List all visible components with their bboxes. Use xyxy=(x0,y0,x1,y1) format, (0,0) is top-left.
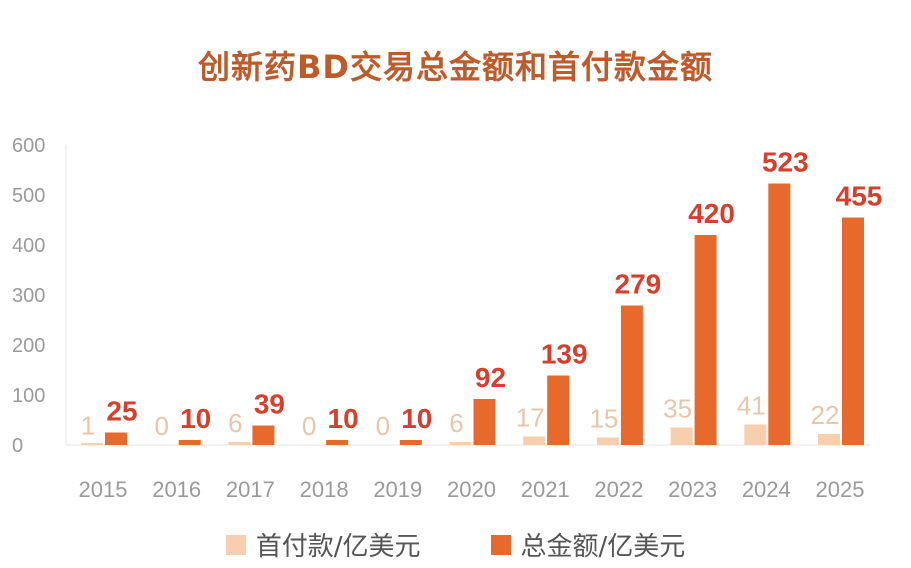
data-label-upfront: 0 xyxy=(154,411,168,441)
bar-upfront xyxy=(596,437,619,445)
x-tick-label: 2024 xyxy=(742,477,791,502)
x-tick-label: 2020 xyxy=(447,477,496,502)
legend-swatch-upfront xyxy=(225,534,246,555)
bar-total xyxy=(105,432,127,445)
data-label-upfront: 17 xyxy=(516,403,545,433)
data-label-upfront: 6 xyxy=(228,408,242,438)
y-tick-label: 100 xyxy=(12,385,45,407)
y-tick-label: 400 xyxy=(12,235,45,257)
data-label-upfront: 15 xyxy=(589,404,618,434)
legend-swatch-total xyxy=(490,534,511,555)
bar-upfront xyxy=(81,443,103,445)
x-tick-label: 2015 xyxy=(79,477,128,502)
y-tick-label: 0 xyxy=(12,435,23,457)
bar-total xyxy=(473,399,496,445)
data-label-upfront: 35 xyxy=(663,394,692,424)
chart-title: 创新药BD交易总金额和首付款金额 xyxy=(190,42,721,88)
bar-total xyxy=(326,440,349,445)
bar-upfront xyxy=(228,442,251,445)
data-label-total: 523 xyxy=(762,147,809,178)
data-label-upfront: 22 xyxy=(811,400,840,430)
bar-total xyxy=(252,425,275,445)
data-label-total: 25 xyxy=(106,396,137,427)
x-tick-label: 2021 xyxy=(521,477,570,502)
x-tick-label: 2019 xyxy=(373,477,422,502)
data-label-total: 455 xyxy=(836,181,883,212)
y-tick-label: 600 xyxy=(12,135,45,157)
bar-total xyxy=(399,440,422,445)
x-tick-label: 2018 xyxy=(300,477,349,502)
x-tick-label: 2025 xyxy=(816,477,865,502)
data-label-total: 92 xyxy=(475,362,506,393)
data-label-total: 10 xyxy=(328,403,359,434)
bar-upfront xyxy=(744,424,767,445)
bar-total xyxy=(178,440,201,445)
legend-label-upfront: 首付款/亿美元 xyxy=(255,532,421,562)
data-label-total: 10 xyxy=(180,403,211,434)
legend: 首付款/亿美元 总金额/亿美元 xyxy=(0,526,911,563)
bar-layer xyxy=(81,183,864,445)
bar-upfront xyxy=(818,434,840,445)
y-tick-label: 300 xyxy=(12,285,45,307)
data-label-upfront: 0 xyxy=(376,411,390,441)
x-tick-label: 2023 xyxy=(668,477,717,502)
bar-total xyxy=(620,305,643,445)
x-tick-label: 2017 xyxy=(226,477,275,502)
bar-upfront xyxy=(670,427,693,445)
data-label-total: 139 xyxy=(541,339,588,370)
bar-total xyxy=(694,235,717,445)
bar-upfront xyxy=(449,442,472,445)
data-label-total: 10 xyxy=(401,403,432,434)
data-label-upfront: 41 xyxy=(737,391,766,421)
y-tick-label: 500 xyxy=(12,185,45,207)
data-label-total: 279 xyxy=(615,269,662,300)
legend-label-total: 总金额/亿美元 xyxy=(520,532,686,562)
legend-item-total: 总金额/亿美元 xyxy=(490,526,686,563)
data-label-upfront: 6 xyxy=(449,408,463,438)
x-tick-label: 2022 xyxy=(594,477,643,502)
data-label-upfront: 1 xyxy=(81,411,95,441)
y-tick-label: 200 xyxy=(12,335,45,357)
legend-item-upfront: 首付款/亿美元 xyxy=(225,526,421,563)
bar-total xyxy=(547,375,570,445)
label-layer: 1 25 0 10 6 39 0 10 0 10 6 92 17 139 15 279 35 420 41 523 22… xyxy=(81,147,883,442)
x-tick-label: 2016 xyxy=(152,477,201,502)
data-label-total: 39 xyxy=(254,389,285,420)
bar-total xyxy=(842,217,864,445)
bar-upfront xyxy=(523,436,546,445)
data-label-upfront: 0 xyxy=(302,411,316,441)
bar-total xyxy=(768,183,791,445)
data-label-total: 420 xyxy=(688,198,735,229)
